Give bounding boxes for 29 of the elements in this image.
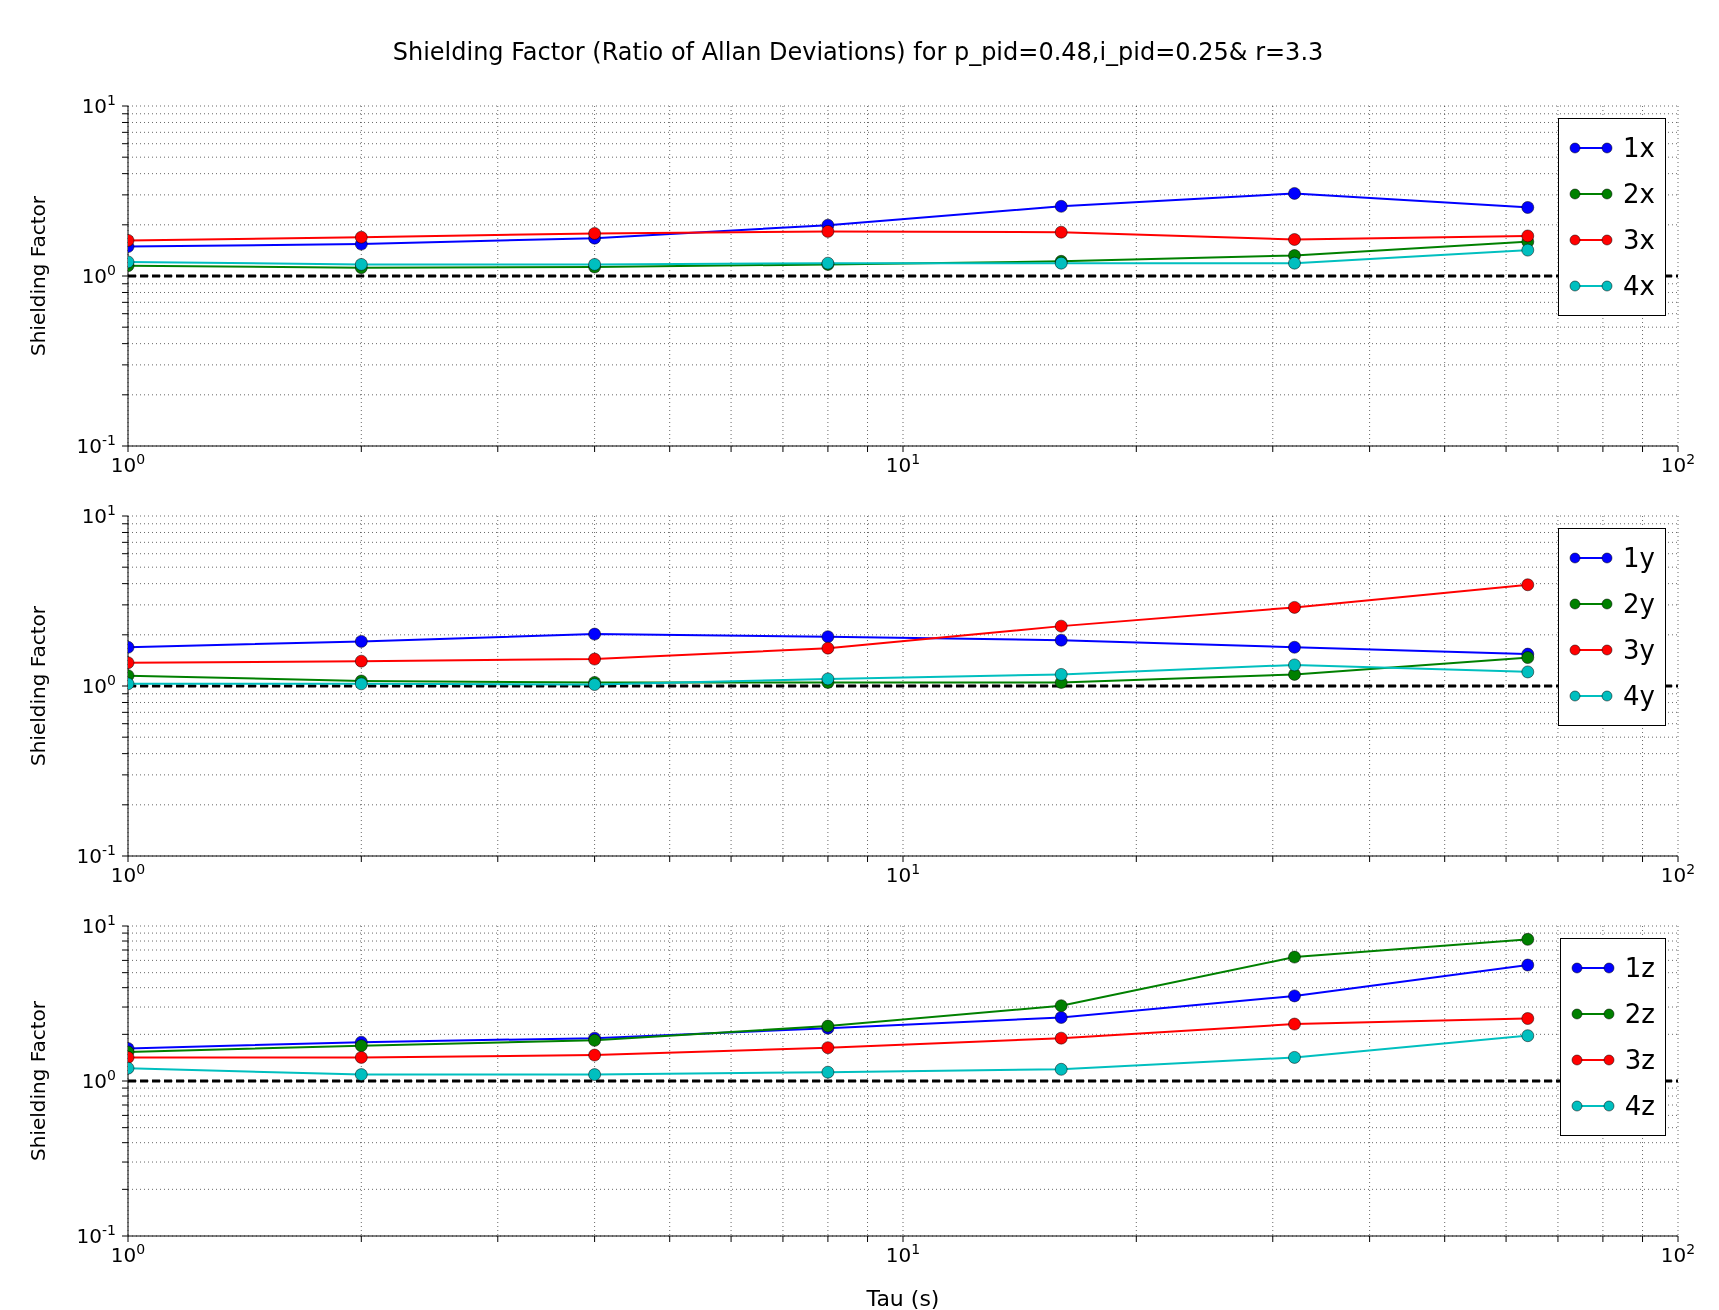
legend-label: 3y (1623, 635, 1655, 665)
y-axis-title: Shielding Factor (26, 1000, 51, 1161)
legend-label: 1z (1624, 953, 1655, 983)
legend-label: 2x (1623, 179, 1655, 209)
legend-label: 1x (1623, 133, 1655, 163)
y-tick-label: 10$^{1}$ (81, 502, 116, 528)
y-tick-label: 10$^{0}$ (81, 672, 116, 698)
legend-label: 2y (1623, 589, 1655, 619)
x-tick-label: 10$^{1}$ (885, 861, 921, 887)
y-axis-title: Shielding Factor (26, 195, 51, 356)
legend-label: 2z (1624, 999, 1655, 1029)
legend-label: 4z (1624, 1091, 1655, 1121)
y-tick-label: 10$^{1}$ (81, 92, 116, 118)
x-tick-label: 10$^{1}$ (885, 1241, 921, 1267)
legend-label: 3x (1623, 225, 1655, 255)
legend-label: 1y (1623, 543, 1655, 573)
x-tick-label: 10$^{1}$ (885, 451, 921, 477)
x-tick-label: 10$^{2}$ (1660, 1241, 1696, 1267)
legend-label: 3z (1624, 1045, 1655, 1075)
y-tick-label: 10$^{1}$ (81, 912, 116, 938)
x-axis-title: Tau (s) (865, 1286, 940, 1310)
x-tick-label: 10$^{2}$ (1660, 861, 1696, 887)
y-tick-label: 10$^{0}$ (81, 262, 116, 288)
x-tick-label: 10$^{2}$ (1660, 451, 1696, 477)
legend-label: 4y (1623, 681, 1655, 711)
y-tick-label: 10$^{0}$ (81, 1067, 116, 1093)
chart-title: Shielding Factor (Ratio of Allan Deviations) for p_pid=0.48,i_pid=0.25& r=3.3 (391, 37, 1325, 68)
legend-label: 4x (1623, 271, 1655, 301)
y-axis-title: Shielding Factor (26, 605, 51, 766)
